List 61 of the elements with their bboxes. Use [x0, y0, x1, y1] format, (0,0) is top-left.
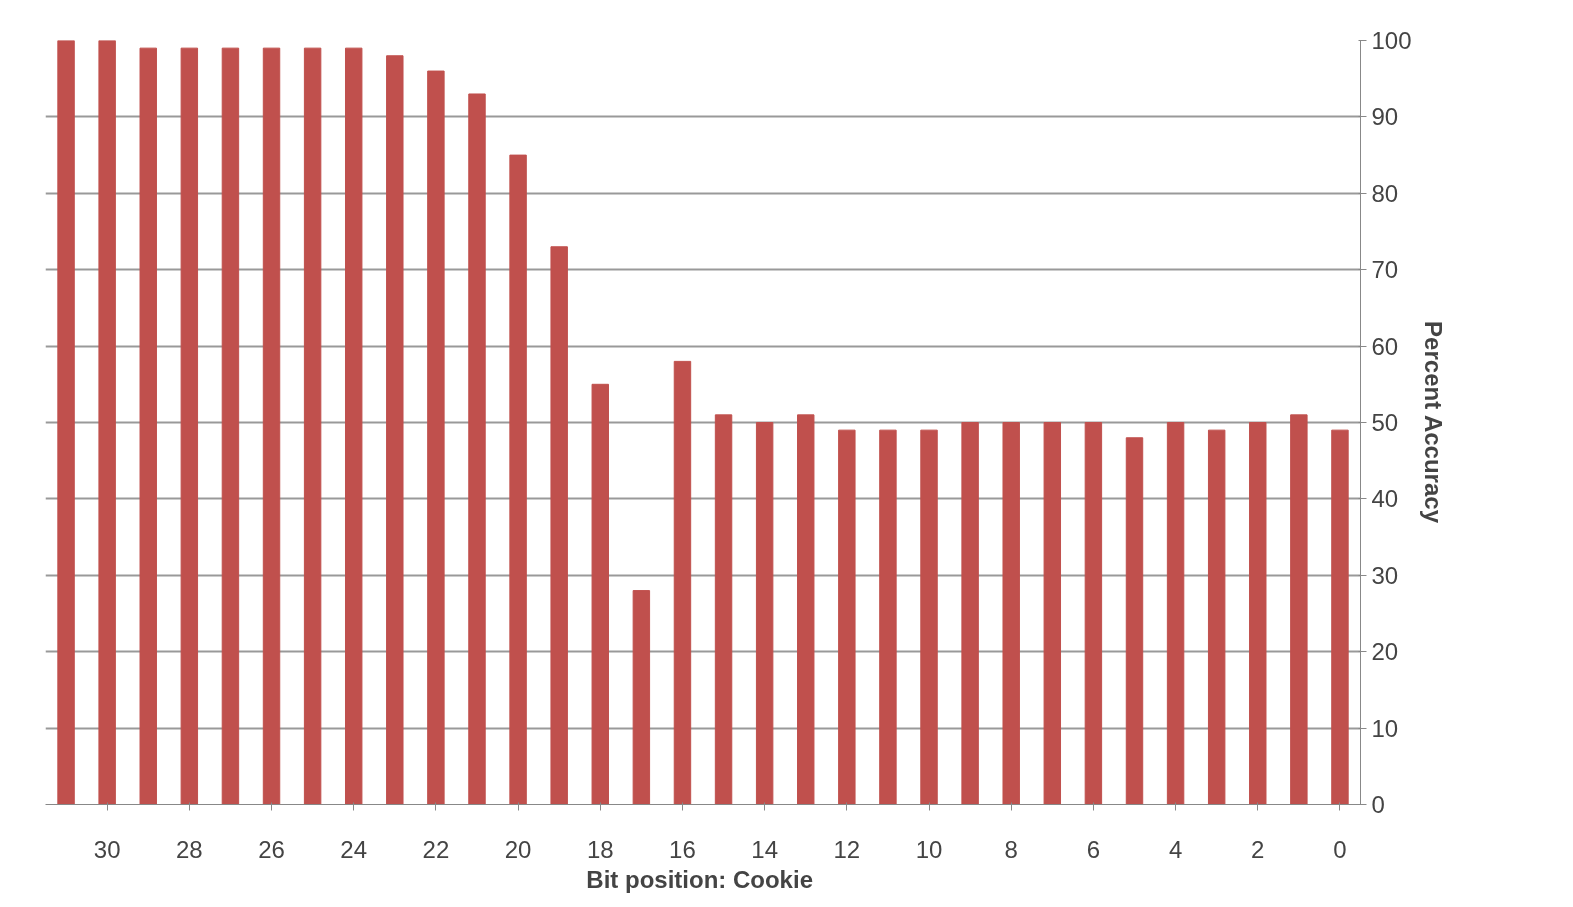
bar [591, 383, 609, 805]
x-tick-label: 2 [1251, 835, 1265, 863]
x-axis-title: Bit position: Cookie [586, 865, 813, 893]
x-tick-label: 4 [1168, 835, 1183, 863]
bar [1125, 437, 1144, 805]
bar [838, 429, 856, 805]
bar [1249, 422, 1267, 805]
y-tick-label: 20 [1371, 638, 1399, 666]
bar [797, 414, 815, 805]
bar [57, 40, 75, 805]
x-tick-label: 0 [1333, 835, 1347, 863]
bar [386, 55, 404, 805]
bar [221, 47, 240, 805]
x-tick-label: 10 [915, 835, 943, 863]
x-tick-label: 20 [504, 835, 532, 863]
bar [1043, 422, 1062, 805]
y-tick-label: 60 [1371, 332, 1399, 360]
bar [632, 590, 651, 805]
bar [879, 429, 897, 805]
y-tick-label: 0 [1371, 791, 1385, 818]
bar [1207, 429, 1226, 805]
y-axis-title: Percent Accuracy [1419, 321, 1447, 524]
y-tick-label: 10 [1371, 714, 1399, 742]
bar [1331, 429, 1349, 805]
y-tick-label: 50 [1371, 409, 1399, 436]
bar [98, 40, 116, 805]
x-tick-label: 6 [1086, 835, 1101, 863]
y-tick-label: 30 [1371, 561, 1399, 589]
bar [673, 360, 692, 805]
x-tick-label: 28 [175, 835, 203, 863]
x-tick-label: 22 [422, 835, 450, 863]
bar [1290, 414, 1308, 805]
bar [920, 429, 938, 805]
bar [550, 246, 568, 805]
x-tick-label: 24 [340, 835, 368, 863]
x-tick-label: 26 [258, 835, 285, 863]
y-tick-label: 40 [1371, 485, 1399, 513]
bar [961, 422, 979, 805]
x-tick-label: 30 [93, 835, 121, 863]
y-tick-label: 90 [1371, 103, 1399, 131]
bar [303, 47, 322, 805]
bar [1084, 422, 1103, 805]
bar [344, 47, 363, 805]
bar [427, 70, 445, 805]
bar [262, 47, 281, 805]
x-tick-label: 8 [1004, 835, 1018, 863]
bar [509, 154, 527, 805]
y-tick-label: 100 [1371, 27, 1412, 54]
y-tick-label: 80 [1371, 179, 1399, 207]
bar [1002, 422, 1020, 805]
x-tick-label: 14 [751, 835, 778, 863]
bar [714, 414, 733, 805]
x-tick-label: 18 [586, 835, 614, 863]
x-tick-label: 12 [833, 835, 861, 863]
y-tick-label: 70 [1371, 256, 1399, 284]
bar [468, 93, 486, 805]
bar [1166, 422, 1185, 805]
bar [755, 422, 774, 805]
bar [180, 47, 199, 805]
bar [139, 47, 157, 805]
x-tick-label: 16 [669, 835, 696, 863]
